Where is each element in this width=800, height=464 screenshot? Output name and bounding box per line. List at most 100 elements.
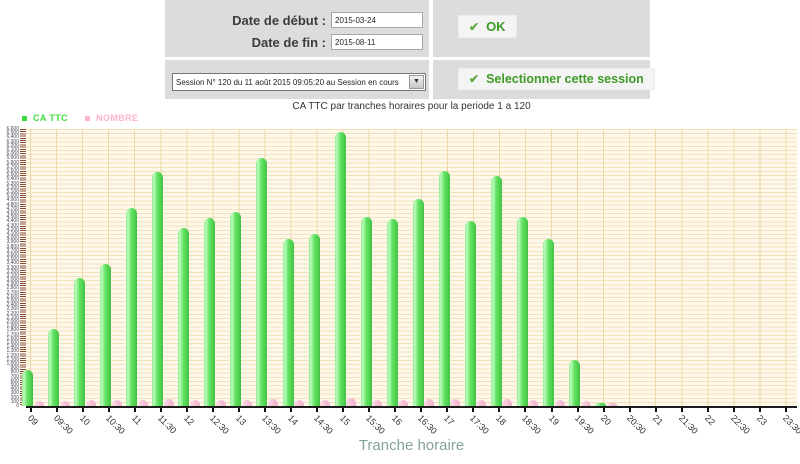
y-axis-label: 5,500: [6, 172, 19, 179]
y-axis-label: 4,900: [6, 197, 19, 204]
date-fin-input[interactable]: [331, 34, 423, 50]
y-axis-label: 4,000: [6, 235, 19, 242]
y-axis-label: 3,000: [6, 277, 19, 284]
nombre-bar: [476, 399, 487, 406]
x-tick: [159, 408, 162, 412]
y-axis-label: 4,400: [6, 218, 19, 225]
ok-panel: ✔ OK: [433, 0, 650, 57]
y-axis-label: 4,700: [6, 205, 19, 212]
ok-button[interactable]: ✔ OK: [458, 15, 517, 38]
x-tick: [602, 408, 605, 412]
y-axis-label: 300: [10, 390, 19, 397]
x-tick-label: 20: [598, 413, 613, 428]
y-axis-label: 4,300: [6, 222, 19, 229]
ca-ttc-bar: [438, 170, 450, 406]
y-axis-label: 2,500: [6, 298, 19, 305]
y-axis-label: 6,200: [6, 142, 19, 149]
ok-button-label: OK: [486, 19, 506, 34]
session-select-value: Session N° 120 du 11 août 2015 09:05:20 …: [176, 77, 399, 87]
y-axis-label: 4,600: [6, 209, 19, 216]
x-tick: [342, 408, 345, 412]
x-tick-label: 17: [442, 413, 457, 428]
date-debut-input[interactable]: [331, 12, 423, 28]
y-axis-label: 400: [10, 386, 19, 393]
select-session-button-label: Selectionner cette session: [486, 72, 644, 86]
y-axis-label: 1,800: [6, 327, 19, 334]
y-axis-label: 1,000: [6, 361, 19, 368]
x-tick: [420, 408, 423, 412]
x-tick-label: 22: [702, 413, 717, 428]
nombre-bar: [59, 400, 70, 406]
x-tick-label: 12:30: [207, 413, 231, 437]
x-tick-label: 15: [338, 413, 353, 428]
x-tick: [576, 408, 579, 412]
ca-ttc-bar: [48, 329, 60, 406]
y-axis-label: 100: [10, 398, 19, 405]
nombre-bar: [163, 399, 174, 406]
nombre-bar: [398, 399, 409, 406]
x-tick-label: 18:30: [520, 413, 544, 437]
ca-ttc-bar: [178, 227, 190, 406]
y-axis-label: 5,000: [6, 193, 19, 200]
y-axis-label: 2,400: [6, 302, 19, 309]
ca-ttc-bar: [100, 263, 112, 406]
ca-ttc-bar: [282, 238, 294, 406]
x-tick-label: 16:30: [416, 413, 440, 437]
ca-ttc-bar: [204, 217, 216, 406]
legend-swatch-green: [22, 115, 27, 121]
x-tick-label: 11:30: [155, 413, 179, 436]
x-tick: [133, 408, 136, 412]
y-axis-label: 5,900: [6, 155, 19, 162]
plot-area: [22, 129, 797, 408]
y-axis-label: 2,700: [6, 289, 19, 296]
y-axis-label: 3,100: [6, 272, 19, 279]
select-session-button[interactable]: ✔ Selectionner cette session: [458, 68, 655, 90]
legend-item-ca-ttc: CA TTC: [22, 113, 68, 123]
date-fin-label: Date de fin :: [251, 34, 326, 50]
y-axis-label: 2,000: [6, 319, 19, 326]
y-axis-label: 2,800: [6, 285, 19, 292]
x-tick-label: 16: [390, 413, 405, 428]
ca-ttc-bar: [334, 131, 346, 406]
x-tick-label: 21:30: [676, 413, 700, 437]
x-axis: 09 09:30 10 10:30 11 11:30 12 12:30 13 13:30 14 14:…: [25, 408, 800, 450]
y-axis-label: 1,400: [6, 344, 19, 351]
x-tick-label: 21: [650, 413, 665, 428]
nombre-bar: [502, 399, 513, 406]
x-tick: [394, 408, 397, 412]
y-axis-label: 3,200: [6, 268, 19, 275]
ca-ttc-bar: [360, 216, 372, 406]
x-tick: [55, 408, 58, 412]
session-select[interactable]: Session N° 120 du 11 août 2015 09:05:20 …: [172, 73, 426, 91]
nombre-bar: [554, 400, 565, 406]
y-axis-label: 3,500: [6, 256, 19, 263]
ca-ttc-bar: [516, 216, 528, 406]
x-tick-label: 22:30: [728, 413, 752, 437]
ca-ttc-bar: [543, 238, 554, 406]
x-tick: [263, 408, 266, 412]
y-axis-label: 2,600: [6, 293, 19, 300]
y-axis-label: 1,700: [6, 331, 19, 338]
check-icon: ✔: [469, 72, 480, 86]
y-axis-label: 800: [10, 369, 19, 376]
nombre-bar: [528, 399, 539, 406]
x-tick: [784, 408, 787, 412]
y-axis-label: 6,100: [6, 146, 19, 153]
nombre-bar: [450, 398, 461, 406]
ca-ttc-bar: [569, 360, 581, 406]
y-axis-label: 500: [10, 382, 19, 388]
ca-ttc-bar: [256, 157, 268, 406]
session-panel: Session N° 120 du 11 août 2015 09:05:20 …: [165, 60, 429, 99]
y-axis-label: 4,800: [6, 201, 19, 208]
x-tick: [472, 408, 475, 412]
y-axis-label: 5,300: [6, 180, 19, 187]
nombre-bar: [241, 399, 252, 406]
nombre-bar: [606, 403, 617, 406]
y-axis-label: 3,900: [6, 239, 19, 246]
x-tick-label: 14: [285, 413, 301, 428]
y-axis-label: 1,100: [6, 356, 19, 363]
x-tick: [211, 408, 214, 412]
ca-ttc-bar: [464, 220, 476, 406]
x-tick: [680, 408, 683, 412]
x-tick: [654, 408, 657, 412]
